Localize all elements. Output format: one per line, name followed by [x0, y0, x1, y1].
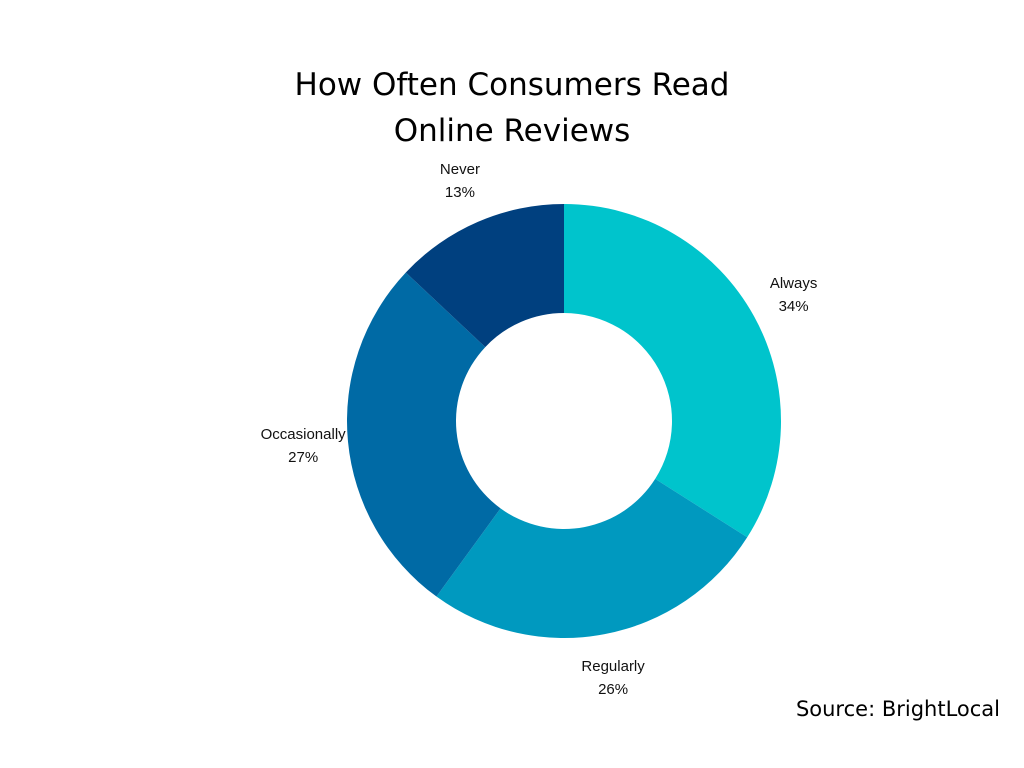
slice-label-value: 13%: [444, 183, 475, 201]
slice-label-never: Never 13%: [390, 158, 530, 204]
slice-label-name: Occasionally: [260, 425, 346, 443]
slice-label-value: 26%: [598, 681, 629, 699]
slice-label-name: Always: [769, 274, 818, 292]
chart-title-line-2: Online Reviews: [393, 113, 631, 149]
slice-label-value: 34%: [778, 297, 809, 315]
slice-label-occasionally: Occasionally 27%: [233, 423, 373, 469]
slice-label-always: Always 34%: [724, 272, 864, 318]
slice-label-value: 27%: [288, 448, 319, 466]
chart-title: How Often Consumers Read Online Reviews: [0, 62, 1024, 154]
donut-slice-always: [564, 204, 781, 538]
chart-title-line-1: How Often Consumers Read: [294, 67, 730, 103]
donut-slice-occasionally: [347, 272, 501, 597]
slice-label-name: Never: [439, 160, 480, 178]
slice-label-regularly: Regularly 26%: [543, 655, 683, 701]
source-note: Source: BrightLocal: [795, 697, 1000, 721]
slice-label-name: Regularly: [581, 658, 645, 676]
donut-slice-never: [405, 204, 564, 348]
donut-slice-regularly: [436, 478, 748, 639]
